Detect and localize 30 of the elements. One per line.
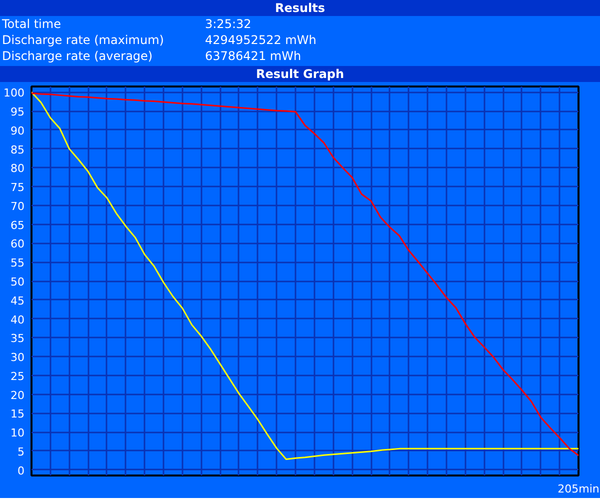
y-tick-label: 35 [10,332,25,346]
text: 63786421 mWh [205,48,302,64]
x-tick-label: 205min [558,482,600,496]
y-tick-label: 100 [4,86,25,100]
y-tick-label: 50 [10,276,25,288]
y-tick-label: 30 [10,351,25,364]
y-tick-label: 70 [10,200,25,213]
y-tick-label: 15 [10,408,25,421]
y-tick-label: 25 [10,370,25,383]
y-tick-label: 5 [18,445,24,458]
y-tick-label: 65 [10,218,25,232]
y-tick-label: 55 [10,256,25,270]
y-tick-label: 85 [10,143,25,156]
y-tick-label: 75 [10,181,25,194]
y-tick-label: 60 [10,238,25,251]
y-tick-label: 40 [10,313,25,326]
y-tick-label: 10 [10,426,25,440]
text: 4294952522 mWh [205,32,316,48]
y-tick-label: 0 [18,464,24,478]
y-tick-label: 90 [10,124,25,138]
y-tick-label: 20 [10,388,25,402]
text: Discharge rate (maximum) [1,32,165,48]
text: 3:25:32 [205,16,252,32]
y-tick-label: 95 [10,106,25,119]
text: Total time [1,16,62,32]
text: Discharge rate (average) [1,48,154,64]
chart-subtitle: Result Graph [256,66,344,82]
chart-title: Results [274,0,326,16]
y-tick-label: 45 [10,294,25,308]
y-tick-label: 80 [10,162,25,176]
